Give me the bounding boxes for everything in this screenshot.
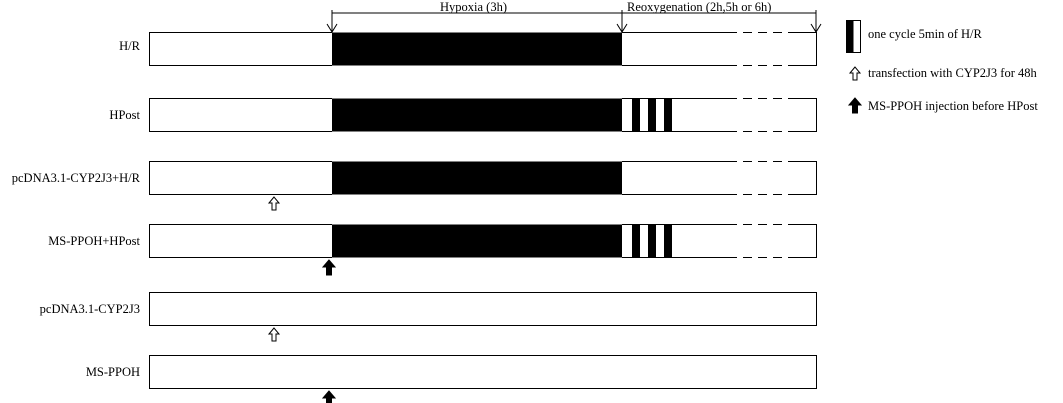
reoxygenation-end [790, 224, 817, 258]
transfection-marker [267, 327, 281, 342]
hypoxia-block [332, 98, 622, 132]
timeline-bar-pcdna3-1-cyp2j3-h-r [149, 161, 332, 195]
hypoxia-block [332, 161, 622, 195]
reoxygenation-end [790, 32, 817, 66]
timeline-bar-h-r [149, 32, 332, 66]
hypoxia-block [332, 224, 622, 258]
row-label-msppoh: MS-PPOH [85, 365, 140, 379]
postconditioning-cycle [648, 224, 656, 258]
row-label-pcdna: pcDNA3.1-CYP2J3 [39, 302, 140, 316]
timeline-bar-ms-ppoh-hpost [149, 224, 332, 258]
legend-injection-text: MS-PPOH injection before HPost [868, 99, 1038, 113]
hypoxia-label: Hypoxia (3h) [440, 0, 507, 14]
reoxygenation-end [790, 98, 817, 132]
postconditioning-cycle [664, 98, 672, 132]
row-label-pcdna-hr: pcDNA3.1-CYP2J3+H/R [11, 171, 140, 185]
transfection-marker [267, 196, 281, 211]
postconditioning-cycle [648, 98, 656, 132]
injection-marker [321, 259, 337, 276]
legend-cycle-text: one cycle 5min of H/R [868, 27, 982, 41]
cycle-box-icon [846, 20, 861, 53]
reoxygenation-end [790, 161, 817, 195]
row-label-msppoh-hpost: MS-PPOH+HPost [48, 234, 140, 248]
open-arrow-icon [848, 66, 862, 81]
row-label-hpost: HPost [109, 108, 140, 122]
injection-marker [321, 390, 337, 403]
hypoxia-block [332, 32, 622, 66]
legend-transfection-text: transfection with CYP2J3 for 48h [868, 66, 1037, 80]
postconditioning-cycle [664, 224, 672, 258]
reoxygenation-label: Reoxygenation (2h,5h or 6h) [627, 0, 772, 14]
filled-arrow-icon [847, 97, 863, 114]
timeline-bar-ms-ppoh [149, 355, 817, 389]
timeline-bar-hpost [149, 98, 332, 132]
row-label-hr: H/R [119, 39, 140, 53]
timeline-bar-pcdna3-1-cyp2j3 [149, 292, 817, 326]
postconditioning-cycle [632, 224, 640, 258]
postconditioning-cycle [632, 98, 640, 132]
